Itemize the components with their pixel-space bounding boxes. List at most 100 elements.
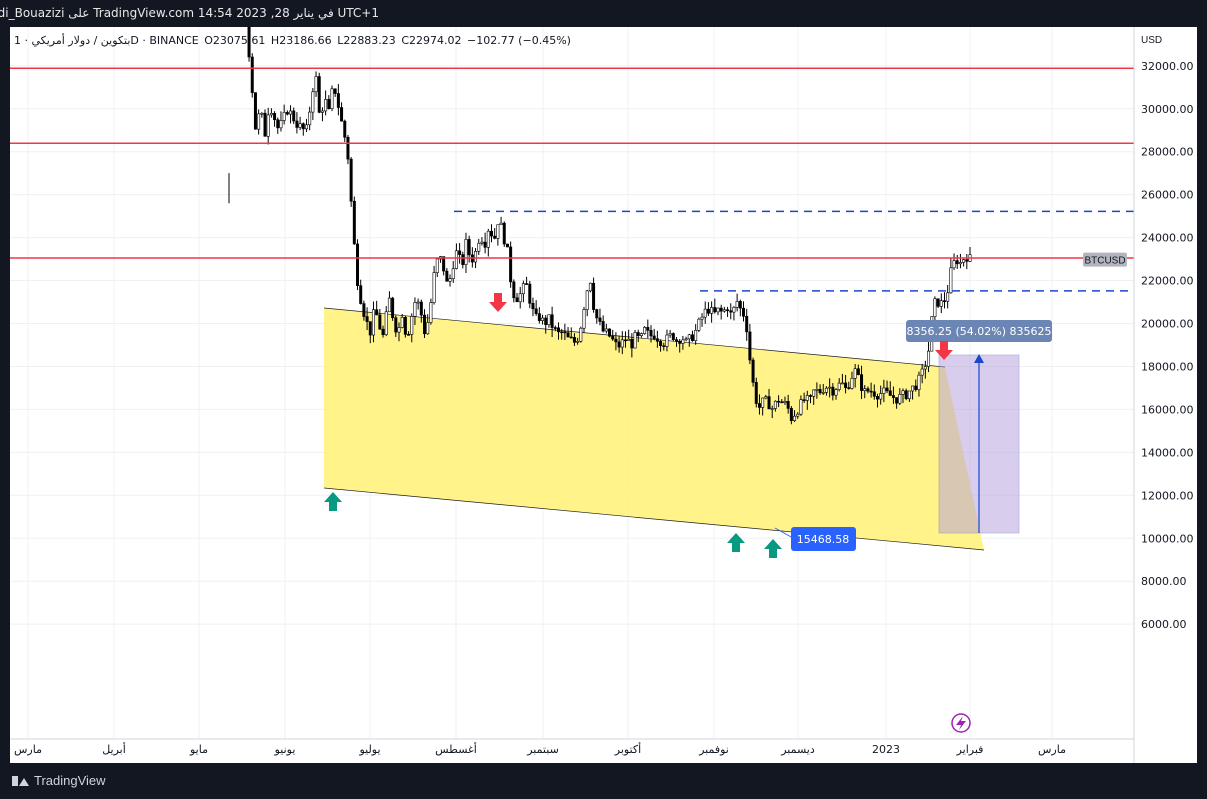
bar-body — [793, 415, 797, 421]
price-bar — [263, 109, 267, 137]
price-bar — [831, 383, 835, 401]
price-bar — [627, 329, 631, 341]
chart-svg[interactable]: 31888.4528393.7123050.0125222.9921516.41… — [10, 27, 1197, 763]
price-bar — [968, 246, 972, 262]
bar-body — [269, 113, 273, 116]
price-bar — [304, 118, 308, 133]
bar-body — [815, 389, 819, 391]
price-bar — [668, 330, 672, 338]
price-bar — [802, 392, 806, 404]
price-bar — [895, 397, 899, 409]
price-bar — [726, 306, 730, 317]
lightning-icon — [951, 713, 971, 733]
price-bar — [375, 300, 379, 316]
price-bar — [308, 106, 312, 131]
bar-body — [659, 340, 663, 346]
price-bar — [349, 157, 353, 207]
price-bar — [856, 364, 860, 376]
bar-body — [844, 382, 848, 388]
price-bar — [649, 325, 653, 343]
publish-info: نشر Elhadi_Bouazizi على TradingView.com … — [0, 6, 379, 20]
bar-body — [432, 272, 436, 303]
bar-body — [678, 340, 682, 344]
price-bar — [432, 265, 436, 305]
price-bar — [505, 243, 509, 248]
time-tick-label: أكتوبر — [614, 742, 641, 756]
bar-body — [719, 307, 723, 312]
price-bar — [400, 313, 404, 329]
price-bar — [397, 322, 401, 342]
price-bar — [518, 286, 522, 309]
bar-body — [965, 259, 969, 262]
price-bar — [751, 357, 755, 387]
bar-body — [410, 316, 414, 335]
bar-body — [671, 333, 675, 340]
price-bar — [872, 384, 876, 400]
bar-body — [611, 335, 615, 340]
price-tick-label: 14000.00 — [1141, 446, 1194, 459]
price-bar — [556, 322, 560, 340]
symbol-tag — [1083, 252, 1127, 267]
bar-body — [547, 314, 551, 326]
bar-body — [802, 399, 806, 401]
price-bar — [531, 297, 535, 317]
bar-body — [860, 374, 864, 391]
bar-body — [853, 368, 857, 379]
price-bar — [885, 380, 889, 394]
bar-body — [509, 246, 513, 283]
price-bar — [359, 279, 363, 305]
legend-change: −102.77 (−0.45%) — [466, 34, 571, 47]
bar-body — [780, 401, 784, 404]
price-bar — [946, 285, 950, 309]
bar-body — [958, 262, 962, 265]
bar-body — [882, 387, 886, 394]
price-tick-label: 18000.00 — [1141, 360, 1194, 373]
bar-body — [748, 331, 752, 361]
tradingview-logo[interactable]: TradingView — [12, 773, 106, 788]
price-bar — [662, 342, 666, 351]
time-tick-label: يونيو — [274, 743, 296, 756]
price-bar — [866, 386, 870, 394]
bar-body — [824, 387, 828, 393]
bar-body — [630, 338, 634, 349]
price-bar — [805, 390, 809, 410]
price-bar — [314, 71, 318, 97]
bar-body — [563, 331, 567, 334]
bar-body — [368, 321, 372, 336]
price-bar — [952, 253, 956, 270]
bar-body — [764, 396, 768, 399]
price-bar — [582, 306, 586, 333]
bar-body — [690, 334, 694, 341]
price-bar — [962, 258, 966, 267]
bar-body — [939, 300, 943, 307]
price-bar — [346, 134, 350, 165]
price-bar — [808, 394, 812, 404]
bar-body — [324, 99, 328, 112]
price-bar — [710, 301, 714, 323]
price-bar — [655, 330, 659, 348]
bar-body — [920, 368, 924, 376]
bar-body — [834, 389, 838, 396]
bar-body — [885, 387, 889, 392]
price-bar — [694, 324, 698, 345]
symbol-tag-label: BTCUSD — [1084, 256, 1125, 267]
chart-legend: بتكوين / دولار أمريكي · 1D · BINANCE O23… — [14, 34, 573, 47]
bar-body — [808, 395, 812, 397]
price-bar — [665, 329, 669, 352]
bar-body — [253, 92, 257, 130]
bar-body — [831, 386, 835, 396]
price-bar — [451, 261, 455, 283]
price-bar — [920, 363, 924, 384]
bar-body — [595, 309, 599, 319]
price-bar — [643, 326, 647, 335]
time-tick-label: أبريل — [102, 742, 126, 756]
price-bar — [786, 394, 790, 414]
bar-body — [662, 345, 666, 347]
bar-body — [681, 339, 685, 344]
bar-body — [531, 302, 535, 310]
price-bar — [955, 255, 959, 269]
price-bar — [840, 373, 844, 385]
bar-body — [289, 110, 293, 115]
price-bar — [611, 329, 615, 341]
price-tick-label: 16000.00 — [1141, 403, 1194, 416]
